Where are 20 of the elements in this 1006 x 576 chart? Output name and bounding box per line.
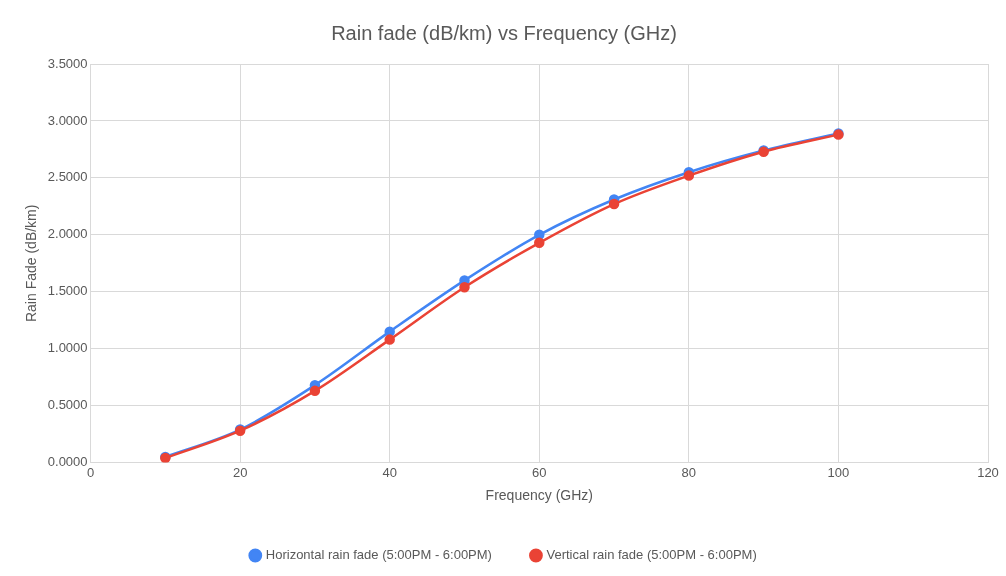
chart-title: Rain fade (dB/km) vs Frequency (GHz) xyxy=(331,21,677,44)
y-tick-label: 1.5000 xyxy=(47,283,88,299)
x-tick-label: 0 xyxy=(86,464,95,480)
y-tick-label: 2.5000 xyxy=(47,169,88,185)
y-tick-label: 2.0000 xyxy=(47,226,88,242)
x-tick-label: 20 xyxy=(232,464,248,480)
y-tick-label: 1.0000 xyxy=(47,340,88,356)
y-tick-label: 3.5000 xyxy=(47,55,88,71)
x-axis-title: Frequency (GHz) xyxy=(485,487,593,504)
y-tick-label: 0.5000 xyxy=(47,397,88,413)
y-tick-label: 3.0000 xyxy=(47,112,88,128)
legend-label: Vertical rain fade (5:00PM - 6:00PM) xyxy=(546,547,757,563)
x-tick-label: 100 xyxy=(827,464,850,480)
legend-label: Horizontal rain fade (5:00PM - 6:00PM) xyxy=(265,547,492,563)
x-tick-label: 120 xyxy=(977,464,999,480)
y-tick-label: 0.0000 xyxy=(47,454,88,470)
x-tick-label: 60 xyxy=(532,464,547,480)
x-tick-label: 80 xyxy=(681,464,697,480)
y-axis-title: Rain Fade (dB/km) xyxy=(23,204,40,323)
x-tick-label: 40 xyxy=(382,464,397,480)
